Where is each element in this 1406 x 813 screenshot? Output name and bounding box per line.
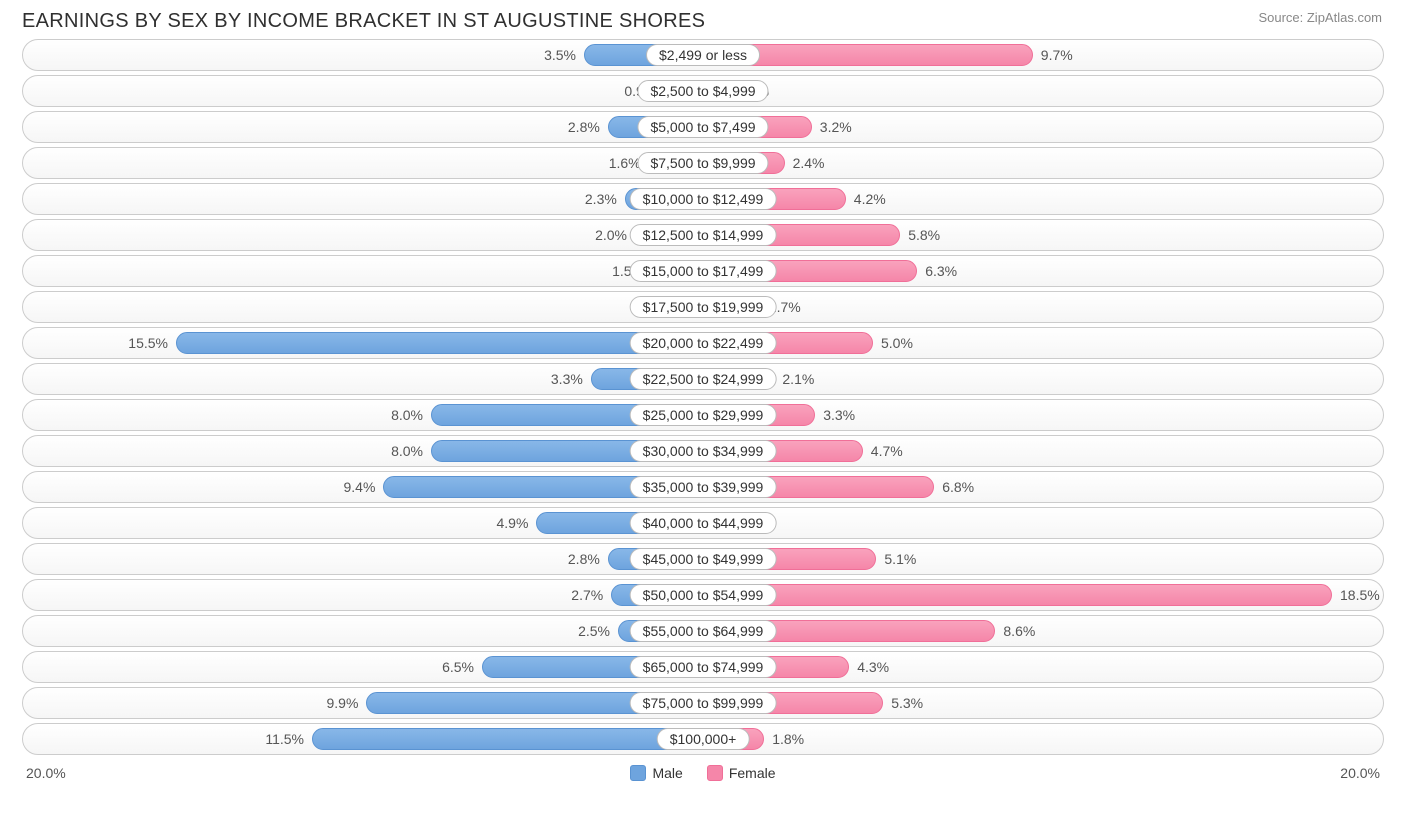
male-value-label: 1.6% <box>609 155 641 171</box>
axis-max-right: 20.0% <box>1340 765 1380 781</box>
chart-header: EARNINGS BY SEX BY INCOME BRACKET IN ST … <box>0 0 1406 39</box>
category-label: $100,000+ <box>657 728 750 750</box>
female-value-label: 1.8% <box>772 731 804 747</box>
male-value-label: 8.0% <box>391 407 423 423</box>
female-value-label: 8.6% <box>1003 623 1035 639</box>
chart-row: 2.5% 8.6% $55,000 to $64,999 <box>22 615 1384 647</box>
male-value-label: 2.3% <box>585 191 617 207</box>
category-label: $40,000 to $44,999 <box>630 512 777 534</box>
legend-female-label: Female <box>729 765 776 781</box>
female-swatch-icon <box>707 765 723 781</box>
category-label: $10,000 to $12,499 <box>630 188 777 210</box>
female-value-label: 5.3% <box>891 695 923 711</box>
female-value-label: 2.4% <box>793 155 825 171</box>
male-value-label: 2.5% <box>578 623 610 639</box>
category-label: $12,500 to $14,999 <box>630 224 777 246</box>
chart-source: Source: ZipAtlas.com <box>1258 10 1382 25</box>
chart-row: 2.8% 5.1% $45,000 to $49,999 <box>22 543 1384 575</box>
chart-footer: 20.0% Male Female 20.0% <box>0 759 1406 781</box>
legend-female: Female <box>707 765 776 781</box>
chart-body: 3.5% 9.7% $2,499 or less 0.91%0.54%$2,500 t… <box>0 39 1406 755</box>
male-swatch-icon <box>630 765 646 781</box>
female-value-label: 18.5% <box>1340 587 1380 603</box>
category-label: $20,000 to $22,499 <box>630 332 777 354</box>
category-label: $15,000 to $17,499 <box>630 260 777 282</box>
chart-row: 2.7% 18.5% $50,000 to $54,999 <box>22 579 1384 611</box>
category-label: $5,000 to $7,499 <box>637 116 768 138</box>
male-value-label: 8.0% <box>391 443 423 459</box>
male-bar <box>312 728 703 750</box>
female-value-label: 5.0% <box>881 335 913 351</box>
female-value-label: 4.7% <box>871 443 903 459</box>
chart-row: 0.91%0.54%$2,500 to $4,999 <box>22 75 1384 107</box>
female-bar <box>703 584 1332 606</box>
legend: Male Female <box>630 765 775 781</box>
male-value-label: 2.8% <box>568 551 600 567</box>
female-value-label: 6.8% <box>942 479 974 495</box>
male-value-label: 15.5% <box>128 335 168 351</box>
male-value-label: 2.8% <box>568 119 600 135</box>
male-bar <box>176 332 703 354</box>
chart-row: 1.6% 2.4% $7,500 to $9,999 <box>22 147 1384 179</box>
category-label: $2,499 or less <box>646 44 760 66</box>
category-label: $55,000 to $64,999 <box>630 620 777 642</box>
female-value-label: 4.3% <box>857 659 889 675</box>
category-label: $75,000 to $99,999 <box>630 692 777 714</box>
category-label: $17,500 to $19,999 <box>630 296 777 318</box>
female-value-label: 2.1% <box>782 371 814 387</box>
category-label: $7,500 to $9,999 <box>637 152 768 174</box>
category-label: $35,000 to $39,999 <box>630 476 777 498</box>
chart-title: EARNINGS BY SEX BY INCOME BRACKET IN ST … <box>22 10 705 33</box>
male-value-label: 3.3% <box>551 371 583 387</box>
chart-row: 3.3% 2.1% $22,500 to $24,999 <box>22 363 1384 395</box>
chart-row: 8.0% 3.3% $25,000 to $29,999 <box>22 399 1384 431</box>
category-label: $22,500 to $24,999 <box>630 368 777 390</box>
chart-row: 6.5% 4.3% $65,000 to $74,999 <box>22 651 1384 683</box>
legend-male-label: Male <box>652 765 682 781</box>
male-value-label: 3.5% <box>544 47 576 63</box>
female-value-label: 5.1% <box>884 551 916 567</box>
chart-row: 3.5% 9.7% $2,499 or less <box>22 39 1384 71</box>
female-value-label: 9.7% <box>1041 47 1073 63</box>
male-value-label: 4.9% <box>496 515 528 531</box>
chart-row: 0.52%1.7%$17,500 to $19,999 <box>22 291 1384 323</box>
chart-row: 9.9% 5.3% $75,000 to $99,999 <box>22 687 1384 719</box>
chart-row: 2.0% 5.8% $12,500 to $14,999 <box>22 219 1384 251</box>
category-label: $2,500 to $4,999 <box>637 80 768 102</box>
chart-row: 11.5% 1.8% $100,000+ <box>22 723 1384 755</box>
male-value-label: 9.9% <box>326 695 358 711</box>
male-value-label: 6.5% <box>442 659 474 675</box>
category-label: $50,000 to $54,999 <box>630 584 777 606</box>
chart-row: 2.8% 3.2% $5,000 to $7,499 <box>22 111 1384 143</box>
category-label: $25,000 to $29,999 <box>630 404 777 426</box>
category-label: $45,000 to $49,999 <box>630 548 777 570</box>
chart-row: 2.3% 4.2% $10,000 to $12,499 <box>22 183 1384 215</box>
category-label: $65,000 to $74,999 <box>630 656 777 678</box>
female-value-label: 3.2% <box>820 119 852 135</box>
female-value-label: 3.3% <box>823 407 855 423</box>
female-value-label: 4.2% <box>854 191 886 207</box>
male-value-label: 11.5% <box>265 731 304 747</box>
female-value-label: 5.8% <box>908 227 940 243</box>
chart-row: 9.4% 6.8% $35,000 to $39,999 <box>22 471 1384 503</box>
chart-row: 1.5%6.3%$15,000 to $17,499 <box>22 255 1384 287</box>
axis-max-left: 20.0% <box>26 765 66 781</box>
male-value-label: 2.7% <box>571 587 603 603</box>
category-label: $30,000 to $34,999 <box>630 440 777 462</box>
female-value-label: 6.3% <box>925 263 957 279</box>
chart-row: 15.5% 5.0% $20,000 to $22,499 <box>22 327 1384 359</box>
male-value-label: 2.0% <box>595 227 627 243</box>
legend-male: Male <box>630 765 682 781</box>
chart-row: 8.0% 4.7% $30,000 to $34,999 <box>22 435 1384 467</box>
male-value-label: 9.4% <box>343 479 375 495</box>
chart-row: 4.9%0.7%$40,000 to $44,999 <box>22 507 1384 539</box>
